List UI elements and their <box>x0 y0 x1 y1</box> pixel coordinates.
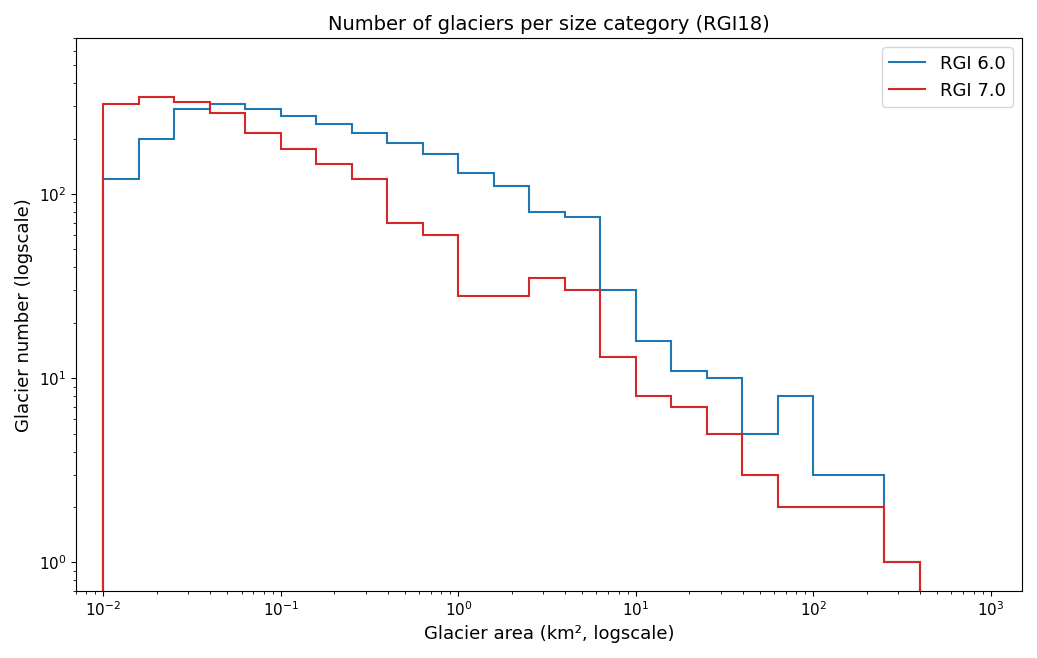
Legend: RGI 6.0, RGI 7.0: RGI 6.0, RGI 7.0 <box>882 47 1013 107</box>
Title: Number of glaciers per size category (RGI18): Number of glaciers per size category (RG… <box>328 15 769 34</box>
X-axis label: Glacier area (km², logscale): Glacier area (km², logscale) <box>424 625 674 643</box>
Y-axis label: Glacier number (logscale): Glacier number (logscale) <box>15 198 33 432</box>
